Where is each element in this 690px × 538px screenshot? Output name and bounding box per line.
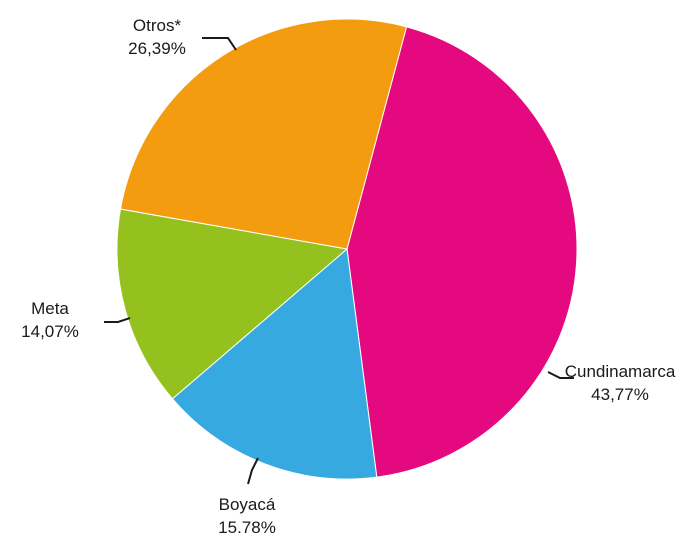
slice-boyaca bbox=[171, 248, 378, 480]
pie-slices bbox=[116, 18, 578, 480]
label-meta-name: Meta bbox=[31, 299, 69, 318]
label-cundinamarca-name: Cundinamarca bbox=[565, 362, 676, 381]
label-meta-value: 14,07% bbox=[21, 322, 79, 341]
label-otros-name: Otros* bbox=[133, 16, 182, 35]
leader-line-meta bbox=[104, 317, 131, 323]
label-otros-value: 26,39% bbox=[128, 39, 186, 58]
leader-line-cundinamarca bbox=[547, 371, 574, 379]
slice-otros bbox=[119, 18, 408, 250]
slice-cundinamarca bbox=[346, 26, 578, 478]
label-boyaca-name: Boyacá bbox=[219, 495, 276, 514]
leader-line-boyaca bbox=[247, 457, 259, 485]
label-boyaca-value: 15.78% bbox=[218, 518, 276, 537]
slice-meta bbox=[116, 208, 349, 400]
leader-line-otros bbox=[202, 37, 237, 51]
label-cundinamarca-value: 43,77% bbox=[591, 385, 649, 404]
